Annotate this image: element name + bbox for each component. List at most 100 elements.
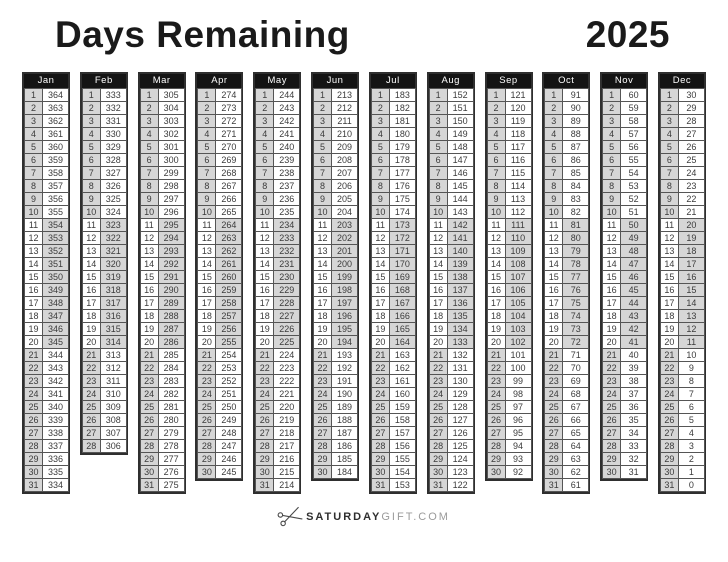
days-remaining-cell: 244 <box>273 88 301 102</box>
days-remaining-cell: 231 <box>273 257 301 271</box>
day-row: 24 68 <box>544 387 590 401</box>
day-number-cell: 1 <box>486 88 506 102</box>
day-row: 12 263 <box>197 231 243 245</box>
day-row: 1 364 <box>24 88 69 102</box>
day-number-cell: 11 <box>428 218 448 232</box>
day-row: 4 118 <box>486 127 532 141</box>
day-number-cell: 16 <box>313 283 333 297</box>
day-number-cell: 26 <box>602 413 622 427</box>
day-number-cell: 14 <box>428 257 448 271</box>
days-remaining-cell: 109 <box>504 244 532 258</box>
day-row: 8 53 <box>602 179 648 193</box>
day-number-cell: 28 <box>659 439 679 453</box>
day-row: 2 120 <box>486 101 532 115</box>
day-row: 12 141 <box>428 231 474 245</box>
day-number-cell: 9 <box>486 192 506 206</box>
day-row: 16 45 <box>602 283 648 297</box>
day-row: 27 4 <box>659 426 705 440</box>
days-remaining-cell: 326 <box>99 179 127 193</box>
days-remaining-cell: 171 <box>388 244 416 258</box>
day-row: 27 248 <box>197 426 243 440</box>
day-number-cell: 16 <box>139 283 159 297</box>
day-row: 20 286 <box>139 335 185 349</box>
day-row: 20 345 <box>24 335 69 349</box>
day-row: 27 338 <box>24 426 69 440</box>
day-row: 3 303 <box>139 114 185 128</box>
day-number-cell: 13 <box>370 244 390 258</box>
days-remaining-cell: 29 <box>677 101 705 115</box>
days-remaining-cell: 150 <box>446 114 474 128</box>
day-number-cell: 9 <box>313 192 333 206</box>
day-number-cell: 23 <box>544 374 564 388</box>
days-remaining-cell: 242 <box>273 114 301 128</box>
day-number-cell: 14 <box>139 257 159 271</box>
month-column-sep: Sep 1 121 2 120 3 119 4 118 5 117 6 116 7 115 8 114 9 113 1… <box>484 72 533 481</box>
days-remaining-cell: 107 <box>504 270 532 284</box>
days-remaining-cell: 233 <box>273 231 301 245</box>
days-remaining-cell: 247 <box>215 439 243 453</box>
day-row: 5 270 <box>197 140 243 154</box>
brand-name: SATURDAY <box>306 511 382 523</box>
days-remaining-cell: 173 <box>388 218 416 232</box>
day-number-cell: 27 <box>370 426 390 440</box>
days-remaining-cell: 222 <box>273 374 301 388</box>
day-number-cell: 18 <box>486 309 506 323</box>
days-remaining-cell: 63 <box>562 452 590 466</box>
day-number-cell: 26 <box>81 413 101 427</box>
day-row: 8 84 <box>544 179 590 193</box>
days-remaining-cell: 268 <box>215 166 243 180</box>
days-remaining-cell: 330 <box>99 127 127 141</box>
days-remaining-cell: 146 <box>446 166 474 180</box>
day-row: 6 147 <box>428 153 474 167</box>
day-number-cell: 5 <box>428 140 448 154</box>
day-number-cell: 17 <box>370 296 390 310</box>
days-remaining-cell: 221 <box>273 387 301 401</box>
day-row: 5 56 <box>602 140 648 154</box>
day-number-cell: 17 <box>139 296 159 310</box>
day-number-cell: 8 <box>544 179 564 193</box>
day-row: 23 311 <box>81 374 127 388</box>
day-number-cell: 11 <box>139 218 159 232</box>
day-number-cell: 13 <box>428 244 448 258</box>
day-number-cell: 5 <box>197 140 217 154</box>
days-remaining-cell: 67 <box>562 400 590 414</box>
days-remaining-cell: 176 <box>388 179 416 193</box>
days-remaining-cell: 45 <box>620 283 648 297</box>
day-row: 6 25 <box>659 153 705 167</box>
days-remaining-cell: 343 <box>42 361 69 375</box>
day-row: 28 64 <box>544 439 590 453</box>
day-row: 4 180 <box>370 127 416 141</box>
day-number-cell: 4 <box>139 127 159 141</box>
day-number-cell: 15 <box>81 270 101 284</box>
day-row: 13 109 <box>486 244 532 258</box>
day-row: 29 336 <box>24 452 69 466</box>
days-remaining-cell: 355 <box>42 205 69 219</box>
day-number-cell: 20 <box>428 335 448 349</box>
day-row: 30 245 <box>197 465 243 479</box>
day-number-cell: 11 <box>486 218 506 232</box>
day-row: 7 358 <box>24 166 69 180</box>
days-remaining-cell: 324 <box>99 205 127 219</box>
days-remaining-cell: 159 <box>388 400 416 414</box>
day-number-cell: 19 <box>139 322 159 336</box>
day-number-cell: 2 <box>659 101 679 115</box>
days-remaining-cell: 333 <box>99 88 127 102</box>
days-remaining-cell: 137 <box>446 283 474 297</box>
day-number-cell: 28 <box>486 439 506 453</box>
day-row: 24 310 <box>81 387 127 401</box>
days-remaining-cell: 117 <box>504 140 532 154</box>
days-remaining-cell: 53 <box>620 179 648 193</box>
day-row: 9 52 <box>602 192 648 206</box>
day-number-cell: 28 <box>81 439 101 453</box>
day-row: 24 251 <box>197 387 243 401</box>
day-number-cell: 2 <box>428 101 448 115</box>
day-number-cell: 16 <box>197 283 217 297</box>
day-number-cell: 1 <box>24 88 43 102</box>
day-row: 25 220 <box>255 400 301 414</box>
day-row: 12 233 <box>255 231 301 245</box>
day-row: 11 81 <box>544 218 590 232</box>
days-remaining-cell: 259 <box>215 283 243 297</box>
day-number-cell: 15 <box>313 270 333 284</box>
day-number-cell: 8 <box>370 179 390 193</box>
